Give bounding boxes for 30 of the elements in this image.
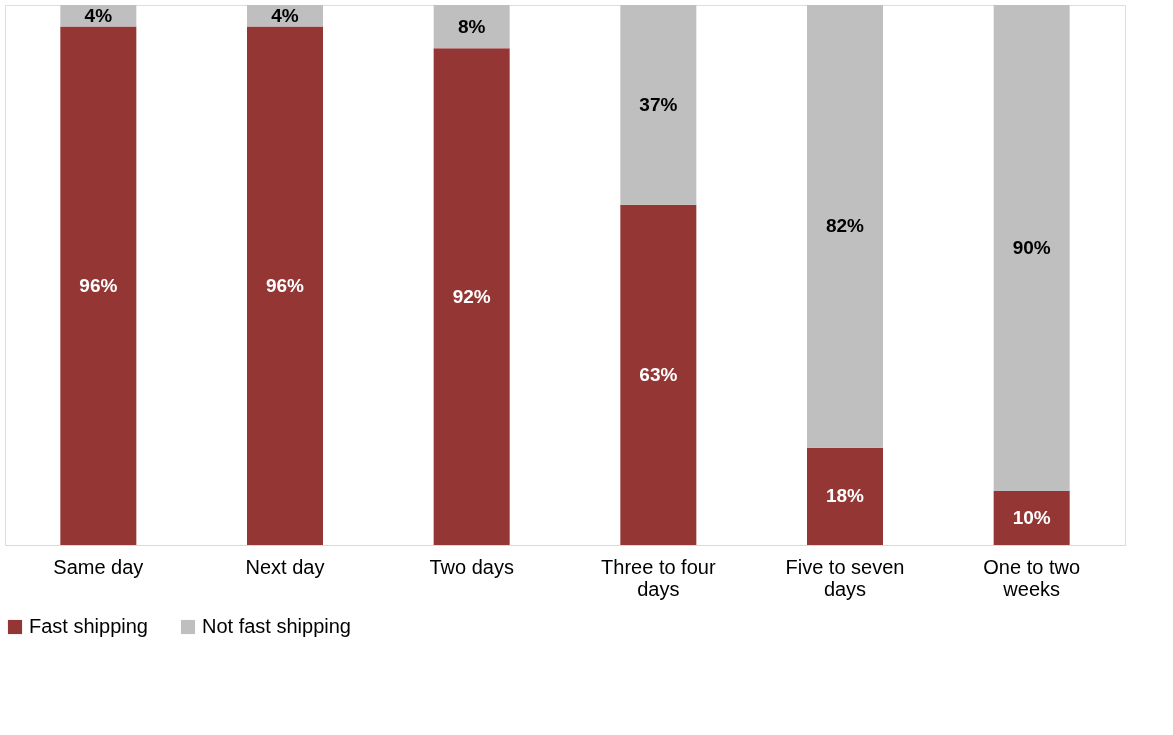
- bar: [247, 26, 323, 545]
- data-label: 63%: [639, 363, 678, 385]
- bar: [433, 48, 510, 545]
- data-label: 82%: [825, 215, 865, 237]
- x-tick-label: Same day: [53, 555, 144, 578]
- data-label: 92%: [452, 285, 491, 307]
- legend-label: Fast shipping: [29, 615, 148, 637]
- data-label: 96%: [265, 274, 305, 296]
- bar: [993, 5, 1070, 491]
- data-label: 18%: [825, 485, 865, 507]
- data-label: 96%: [79, 274, 118, 296]
- bar: [620, 5, 697, 205]
- bar: [807, 447, 883, 545]
- bar: [993, 491, 1070, 545]
- data-label: 4%: [84, 4, 113, 26]
- x-tick-label: Three to four days: [601, 555, 716, 600]
- data-label: 10%: [1012, 507, 1051, 528]
- bar: [433, 5, 510, 49]
- x-tick-label: One to two weeks: [983, 555, 1081, 600]
- x-tick-label: Five to seven days: [785, 555, 905, 600]
- x-tick-label: Next day: [245, 555, 325, 578]
- data-label: 37%: [639, 93, 678, 115]
- data-label: 8%: [457, 15, 486, 37]
- bar: [620, 204, 697, 545]
- legend-label: Not fast shipping: [202, 615, 351, 637]
- bar: [60, 26, 137, 545]
- x-tick-label: Two days: [429, 555, 514, 578]
- data-label: 90%: [1012, 237, 1051, 258]
- data-label: 4%: [271, 4, 299, 26]
- bar: [807, 5, 883, 448]
